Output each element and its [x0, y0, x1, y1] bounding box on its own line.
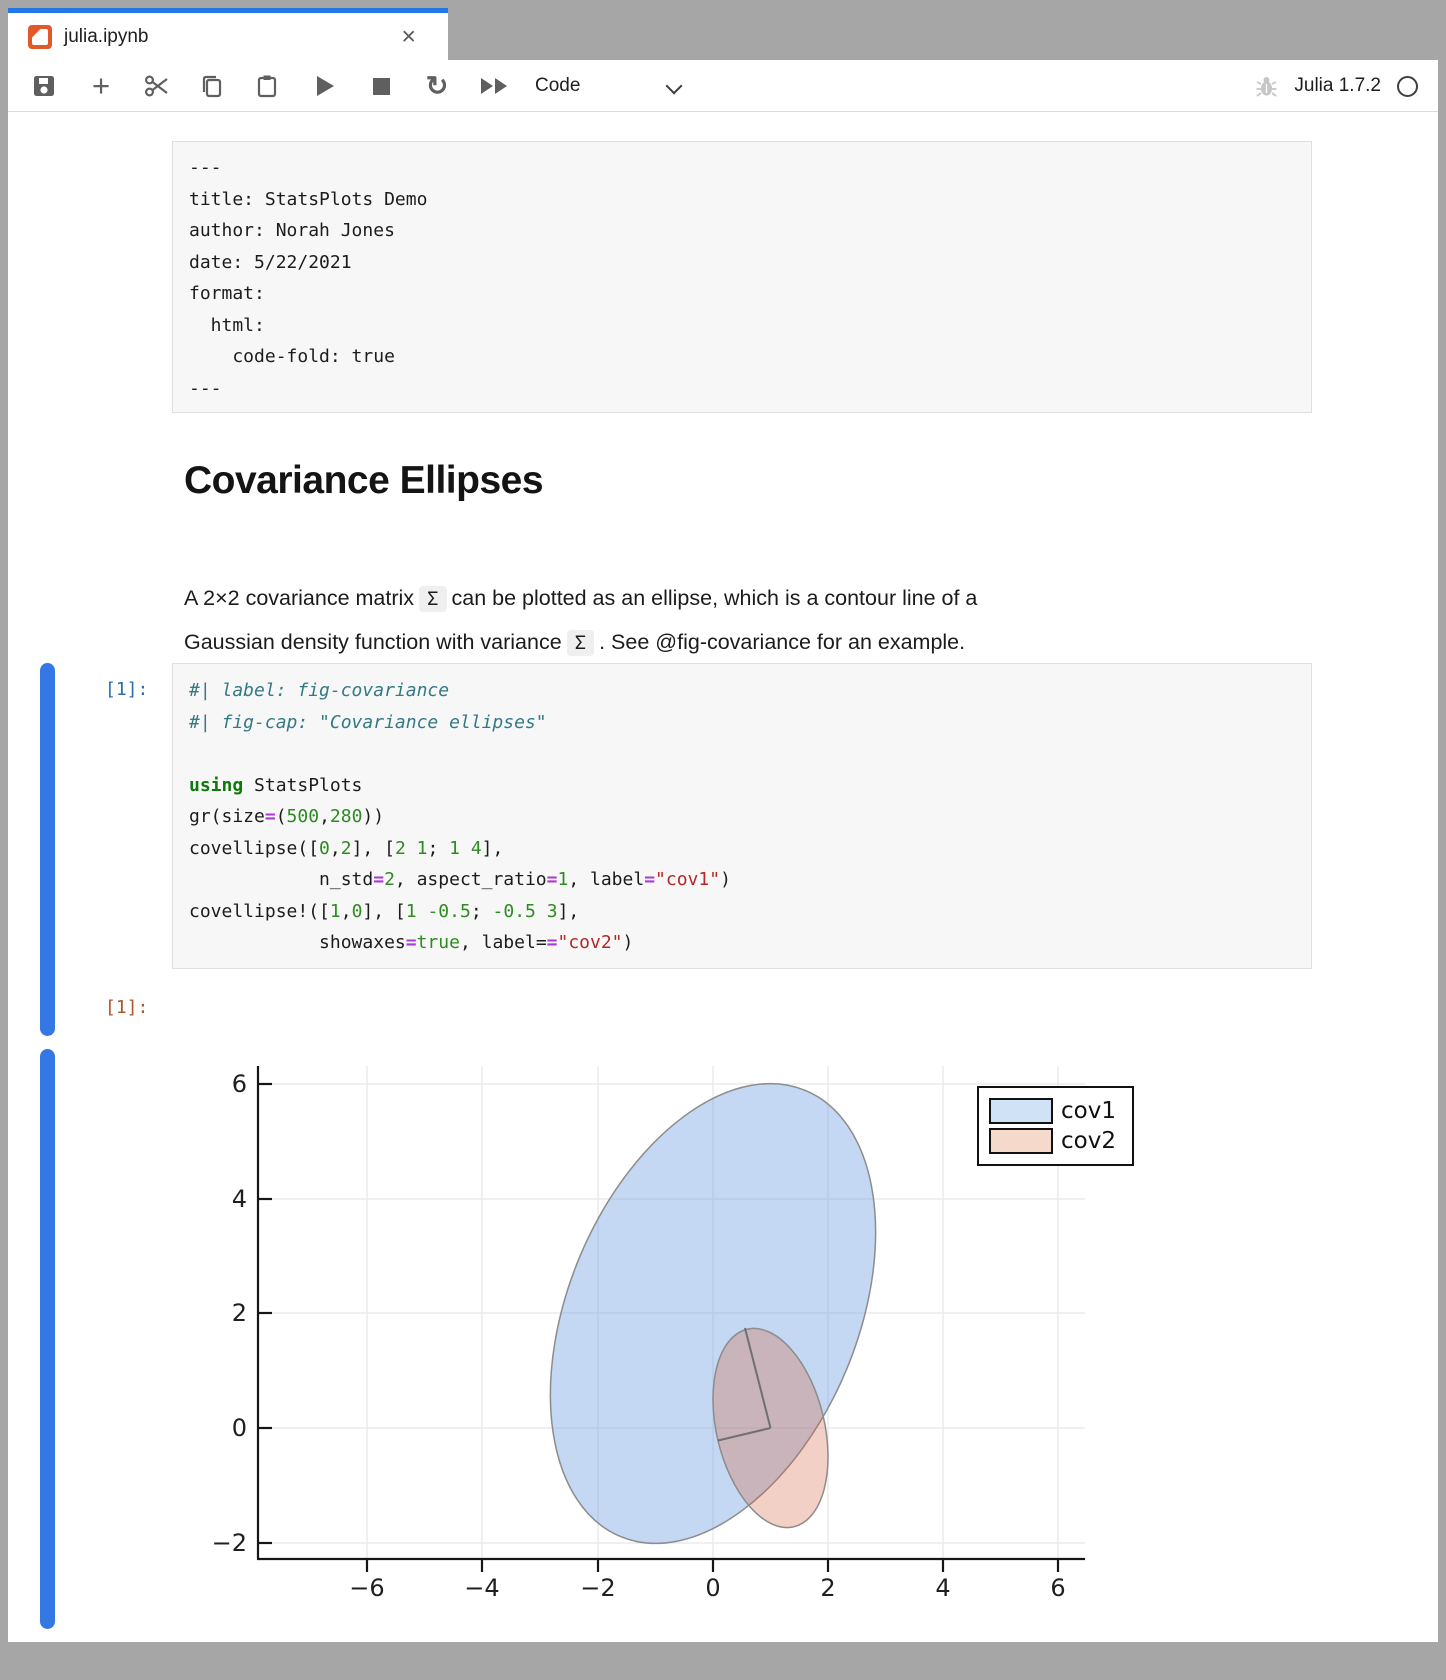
markdown-heading: Covariance Ellipses — [184, 459, 544, 502]
svg-text:6: 6 — [232, 1070, 247, 1098]
stop-button[interactable] — [366, 60, 396, 112]
svg-text:0: 0 — [705, 1574, 720, 1602]
svg-text:2: 2 — [232, 1299, 247, 1327]
run-icon — [316, 76, 334, 96]
legend-swatch-cov1 — [989, 1098, 1053, 1124]
restart-icon: ↻ — [425, 70, 449, 101]
plot-legend: cov1 cov2 — [977, 1086, 1134, 1166]
restart-kernel-button[interactable]: ↻ — [420, 60, 454, 112]
grid-lines — [258, 1066, 1085, 1559]
kernel-name[interactable]: Julia 1.7.2 — [1294, 75, 1381, 96]
svg-text:0: 0 — [232, 1414, 247, 1442]
legend-label-cov1: cov1 — [1061, 1098, 1116, 1124]
svg-text:−6: −6 — [349, 1574, 384, 1602]
input-collapser-bar[interactable] — [40, 663, 55, 1036]
save-icon — [34, 76, 54, 96]
paste-button[interactable] — [252, 60, 282, 112]
legend-swatch-cov2 — [989, 1128, 1053, 1154]
notebook-area: --- title: StatsPlots Demo author: Norah J… — [8, 113, 1438, 1642]
tick-marks — [258, 1082, 1060, 1572]
output-prompt: [1]: — [105, 997, 149, 1018]
cov1-ellipse — [549, 1082, 877, 1545]
svg-text:−2: −2 — [580, 1574, 615, 1602]
chevron-down-icon[interactable] — [665, 77, 683, 95]
svg-text:−2: −2 — [212, 1529, 247, 1557]
run-all-button[interactable] — [476, 60, 514, 112]
y-axis-tick-labels: 6 4 2 0 −2 — [212, 1070, 247, 1557]
svg-text:−4: −4 — [464, 1574, 499, 1602]
x-axis-tick-labels: −6 −4 −2 0 2 4 6 — [349, 1574, 1065, 1602]
run-all-icon — [481, 78, 509, 94]
yaml-raw-cell[interactable]: --- title: StatsPlots Demo author: Norah J… — [172, 141, 1312, 413]
svg-text:6: 6 — [1050, 1574, 1065, 1602]
svg-text:4: 4 — [232, 1185, 247, 1213]
plus-icon: + — [91, 68, 111, 103]
code-editor-cell[interactable]: #| label: fig-covariance #| fig-cap: "Cov… — [172, 663, 1312, 969]
input-prompt: [1]: — [105, 679, 149, 700]
legend-label-cov2: cov2 — [1061, 1128, 1116, 1154]
close-icon[interactable]: × — [401, 22, 416, 50]
plot-output: 6 4 2 0 −2 −6 −4 −2 0 2 4 6 — [185, 996, 1145, 1616]
notebook-toolbar: + ↻ — [8, 60, 1438, 112]
cut-icon — [144, 75, 168, 97]
covariance-ellipse-plot: 6 4 2 0 −2 −6 −4 −2 0 2 4 6 — [212, 1066, 1134, 1602]
tab-strip: julia.ipynb × — [8, 8, 1438, 60]
cell-type-select[interactable]: Code — [535, 60, 580, 112]
run-button[interactable] — [310, 60, 340, 112]
save-button[interactable] — [29, 60, 59, 112]
stop-icon — [372, 77, 390, 95]
cov2-principal-axes — [717, 1327, 772, 1442]
svg-text:2: 2 — [820, 1574, 835, 1602]
tab-julia-ipynb[interactable]: julia.ipynb × — [8, 8, 448, 60]
add-cell-button[interactable]: + — [86, 60, 116, 112]
svg-text:4: 4 — [935, 1574, 950, 1602]
tab-title: julia.ipynb — [64, 25, 149, 47]
bug-icon[interactable] — [1255, 75, 1278, 98]
output-collapser-bar[interactable] — [40, 1049, 55, 1629]
cell-type-value: Code — [535, 75, 581, 96]
notebook-file-icon — [28, 24, 52, 49]
kernel-status-icon[interactable] — [1397, 75, 1418, 97]
paste-icon — [257, 75, 277, 98]
copy-icon — [202, 75, 222, 98]
app-window: julia.ipynb × + — [8, 8, 1438, 1642]
cut-button[interactable] — [140, 60, 174, 112]
copy-button[interactable] — [197, 60, 227, 112]
